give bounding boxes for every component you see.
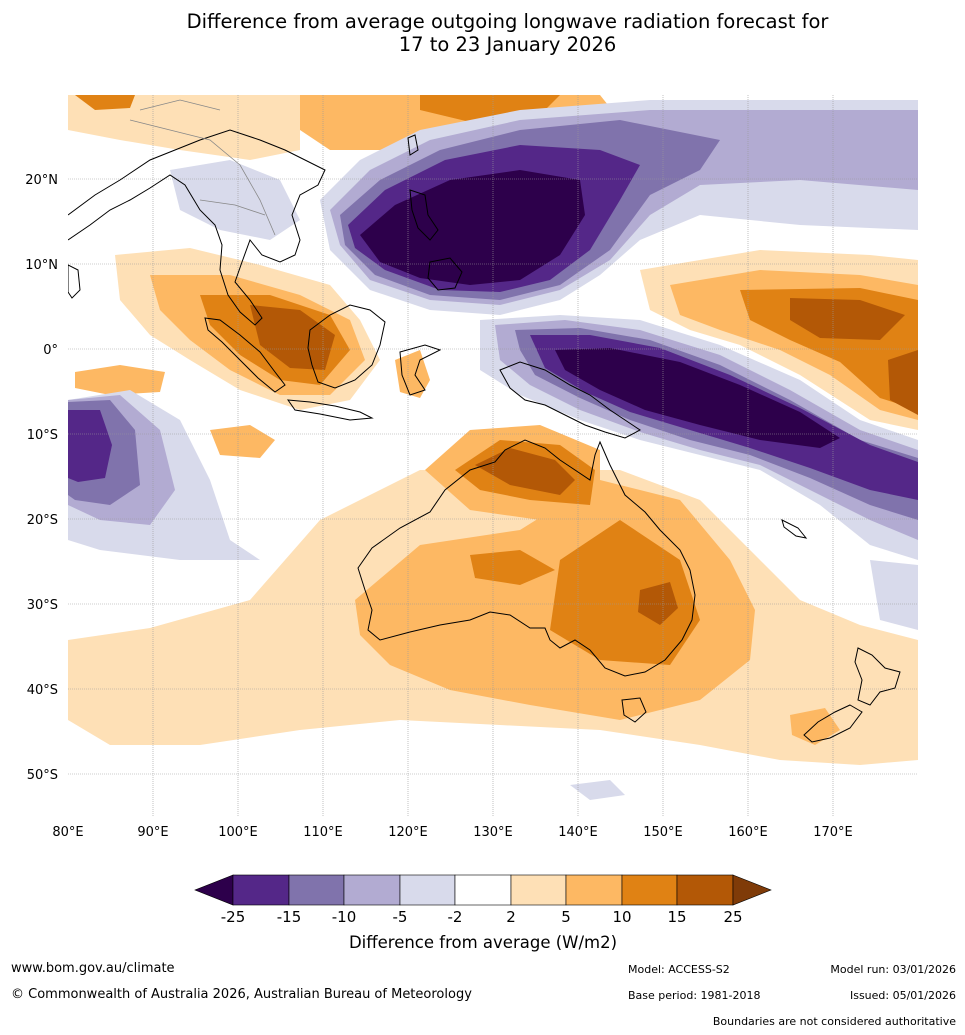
lon-label-120e: 120°E [388,825,428,840]
coastline-new-zealand-south [803,704,863,743]
map-title: Difference from average outgoing longwav… [0,10,965,56]
coastline-sumatra [204,317,286,393]
coastline-sulawesi [399,344,442,396]
colorbar-swatch-neg2 [399,874,456,906]
lon-label-170e: 170°E [813,825,853,840]
anomaly-region-indian-ocean-south-moderate [210,425,275,458]
coastline-tasmania [621,697,647,723]
anomaly-fields [68,95,918,800]
coastline-philippines-mindanao [427,257,463,291]
coastline-sri-lanka [68,264,81,299]
website-link[interactable]: www.bom.gov.au/climate [11,961,175,976]
colorbar-tick-neg10: -10 [332,908,357,926]
colorbar-swatch-neg10 [288,874,345,906]
lat-label-10n: 10°N [25,258,58,273]
title-line-1: Difference from average outgoing longwav… [186,10,829,33]
colorbar-title: Difference from average (W/m2) [349,933,617,952]
anomaly-region-southern-ocean-very-light [570,780,625,800]
colorbar-swatch-neutral [454,874,512,906]
colorbar-tick-neg2: -2 [448,908,463,926]
anomaly-region-new-zealand-moderate [790,708,840,745]
lat-label-20n: 20°N [25,173,58,188]
gridlines [68,95,918,817]
lat-label-20s: 20°S [27,513,58,528]
lat-label-40s: 40°S [27,683,58,698]
lon-label-130e: 130°E [473,825,513,840]
base-period: Base period: 1981-2018 [628,989,761,1002]
coastline-taiwan [407,134,419,156]
title-line-2: 17 to 23 January 2026 [398,33,617,56]
anomaly-region-arafura-very-strong [475,448,575,495]
anomaly-region-indian-ocean-strong [68,410,112,482]
boundaries-disclaimer: Boundaries are not considered authoritat… [712,1015,956,1028]
colorbar-swatch-neg5 [343,874,401,906]
longitude-labels: 80°E 90°E 100°E 110°E 120°E 130°E 140°E … [52,825,852,840]
coastline-borneo [307,304,386,389]
colorbar-tick-pos2: 2 [506,908,516,926]
lat-label-0: 0° [43,343,58,358]
anomaly-region-pacific-very-strong [790,298,905,340]
coastline-java [286,399,374,421]
anomaly-region-tasman-very-light [870,560,918,630]
model-run-date: Model run: 03/01/2026 [830,963,956,976]
anomaly-region-east-australia-very-strong [638,582,678,625]
coastline-new-guinea [499,361,641,439]
colorbar-swatch-neg15 [232,874,290,906]
colorbar-swatch-pos2 [510,874,567,906]
lon-label-100e: 100°E [218,825,258,840]
anomaly-region-central-australia-strong [470,550,555,585]
colorbar-swatch-pos10 [621,874,678,906]
anomaly-region-indochina-very-light [170,160,300,240]
colorbar-extend-low [194,874,234,906]
coastline-australia [357,439,696,677]
map-panel [68,95,918,817]
colorbar-swatch-pos15 [676,874,734,906]
anomaly-region-papua-very-strong [555,348,840,448]
lat-label-50s: 50°S [27,768,58,783]
colorbar-tick-neg25: -25 [221,908,246,926]
anomaly-region-pacific-east-very-strong [888,350,918,415]
colorbar-extend-high [732,874,772,906]
anomaly-region-asia-light [68,95,300,160]
coastline-philippines-luzon [409,189,439,241]
colorbar-tick-pos10: 10 [612,908,631,926]
anomaly-region-east-australia-strong [550,520,700,665]
copyright-notice: © Commonwealth of Australia 2026, Austra… [11,987,472,1002]
lat-label-30s: 30°S [27,598,58,613]
colorbar-tick-neg5: -5 [393,908,408,926]
colorbar-tick-neg15: -15 [277,908,302,926]
colorbar-tick-pos5: 5 [561,908,571,926]
coastline-southeast-asia [68,129,326,326]
colorbar-swatch-pos5 [565,874,623,906]
model-name: Model: ACCESS-S2 [628,963,730,976]
anomaly-region-indian-ocean-moderate [75,365,165,395]
country-borders [129,99,276,236]
lon-label-140e: 140°E [558,825,598,840]
colorbar: -25 -15 -10 -5 -2 2 5 10 15 25 Differenc… [194,874,772,952]
lon-label-110e: 110°E [303,825,343,840]
coastline-new-caledonia [781,519,808,539]
lon-label-90e: 90°E [137,825,168,840]
lon-label-80e: 80°E [52,825,83,840]
colorbar-tick-pos15: 15 [667,908,686,926]
colorbar-tick-pos25: 25 [723,908,742,926]
lon-label-160e: 160°E [728,825,768,840]
anomaly-region-asia-strong [75,95,135,110]
lat-label-10s: 10°S [27,428,58,443]
anomaly-region-maritime-very-strong [250,305,335,370]
coastline-new-zealand-north [854,647,901,706]
issued-date: Issued: 05/01/2026 [849,989,956,1002]
coastlines [68,99,901,743]
latitude-labels: 20°N 10°N 0° 10°S 20°S 30°S 40°S 50°S [25,173,58,783]
lon-label-150e: 150°E [643,825,683,840]
anomaly-region-sulawesi-moderate [395,350,430,398]
anomaly-region-philippines-very-strong [360,170,585,285]
